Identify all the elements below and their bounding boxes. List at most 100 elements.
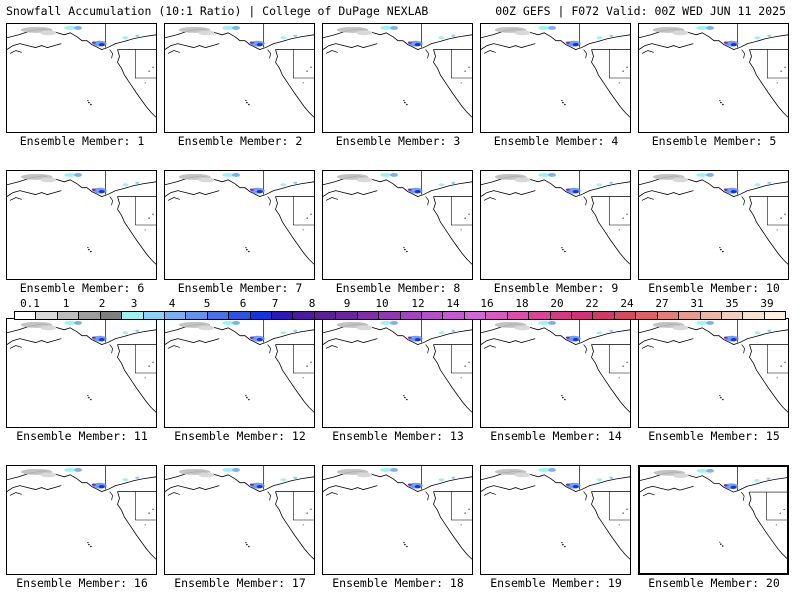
colorbar-swatch	[207, 312, 230, 319]
colorbar-tick-label: 10	[375, 297, 389, 310]
colorbar-tick-label: 27	[655, 297, 669, 310]
snowfall-map	[481, 319, 630, 413]
ensemble-member-label: Ensemble Member: 2	[177, 134, 303, 148]
colorbar-swatch	[336, 312, 358, 319]
snowfall-map	[165, 319, 314, 413]
colorbar-tick-label: 12	[411, 297, 425, 310]
ensemble-map-panel	[164, 23, 315, 133]
ensemble-member-label: Ensemble Member: 15	[648, 429, 780, 443]
colorbar-tick-label: 7	[271, 297, 279, 310]
ensemble-map-panel	[6, 318, 157, 428]
colorbar-swatch	[679, 312, 701, 319]
snowfall-map	[481, 171, 630, 265]
colorbar-swatch	[143, 312, 165, 319]
snowfall-map	[165, 24, 314, 118]
ensemble-member-label: Ensemble Member: 13	[332, 429, 464, 443]
snowfall-map	[639, 24, 788, 118]
snowfall-colorbar	[14, 311, 786, 320]
colorbar-swatch	[272, 312, 294, 319]
colorbar-swatch	[614, 312, 637, 319]
ensemble-member-label: Ensemble Member: 1	[19, 134, 145, 148]
colorbar-swatch	[122, 312, 144, 319]
colorbar-swatch	[36, 312, 58, 319]
colorbar-tick-label: 1	[62, 297, 70, 310]
ensemble-member-label: Ensemble Member: 14	[490, 429, 622, 443]
snowfall-map	[7, 466, 156, 560]
ensemble-map-panel	[638, 465, 789, 575]
snowfall-map	[7, 171, 156, 265]
ensemble-map-panel	[322, 170, 473, 280]
colorbar-swatch	[422, 312, 444, 319]
colorbar-tick-label: 16	[480, 297, 494, 310]
ensemble-map-panel	[164, 170, 315, 280]
colorbar-swatch	[657, 312, 680, 319]
colorbar-swatch	[314, 312, 337, 319]
ensemble-member-label: Ensemble Member: 5	[651, 134, 777, 148]
colorbar-swatch	[486, 312, 508, 319]
colorbar-tick-label: 14	[446, 297, 460, 310]
colorbar-swatch	[186, 312, 208, 319]
run-valid-time: 00Z GEFS | F072 Valid: 00Z WED JUN 11 20…	[495, 4, 786, 18]
colorbar-swatch	[571, 312, 594, 319]
snowfall-map	[639, 319, 788, 413]
ensemble-member-label: Ensemble Member: 9	[493, 281, 619, 295]
ensemble-map-panel	[322, 318, 473, 428]
ensemble-map-panel	[322, 23, 473, 133]
ensemble-map-panel	[480, 318, 631, 428]
colorbar-tick-label: 31	[690, 297, 704, 310]
colorbar-swatch	[593, 312, 615, 319]
ensemble-map-panel	[6, 465, 157, 575]
ensemble-member-label: Ensemble Member: 17	[174, 576, 306, 590]
ensemble-map-panel	[6, 23, 157, 133]
ensemble-member-label: Ensemble Member: 12	[174, 429, 306, 443]
colorbar-tick-label: 0.1	[20, 297, 40, 310]
snowfall-map	[323, 466, 472, 560]
colorbar-swatch	[636, 312, 658, 319]
ensemble-map-panel	[480, 465, 631, 575]
snowfall-map	[323, 319, 472, 413]
ensemble-member-label: Ensemble Member: 11	[16, 429, 148, 443]
colorbar-swatch	[100, 312, 123, 319]
colorbar-swatch	[250, 312, 273, 319]
colorbar-tick-label: 35	[725, 297, 739, 310]
snowfall-map	[165, 171, 314, 265]
ensemble-map-panel	[638, 318, 789, 428]
snowfall-map	[639, 171, 788, 265]
snowfall-map	[481, 466, 630, 560]
colorbar-tick-label: 24	[620, 297, 634, 310]
ensemble-map-panel	[638, 23, 789, 133]
snowfall-map	[7, 319, 156, 413]
colorbar-tick-label: 4	[168, 297, 176, 310]
colorbar-swatch	[379, 312, 401, 319]
snowfall-map	[640, 467, 787, 559]
colorbar-swatch	[357, 312, 380, 319]
ensemble-member-label: Ensemble Member: 6	[19, 281, 145, 295]
snowfall-map	[481, 24, 630, 118]
colorbar-tick-label: 18	[515, 297, 529, 310]
snowfall-map	[323, 171, 472, 265]
ensemble-map-panel	[480, 23, 631, 133]
ensemble-member-label: Ensemble Member: 18	[332, 576, 464, 590]
snowfall-map	[7, 24, 156, 118]
ensemble-map-panel	[638, 170, 789, 280]
ensemble-map-panel	[164, 318, 315, 428]
colorbar-swatch	[229, 312, 251, 319]
colorbar-tick-label: 22	[585, 297, 599, 310]
snowfall-map	[165, 466, 314, 560]
colorbar-swatch	[529, 312, 551, 319]
ensemble-map-panel	[6, 170, 157, 280]
ensemble-member-label: Ensemble Member: 10	[648, 281, 780, 295]
ensemble-map-panel	[164, 465, 315, 575]
ensemble-member-label: Ensemble Member: 4	[493, 134, 619, 148]
chart-title: Snowfall Accumulation (10:1 Ratio) | Col…	[6, 4, 429, 18]
colorbar-swatch	[57, 312, 80, 319]
colorbar-swatch	[79, 312, 101, 319]
colorbar-swatch	[507, 312, 530, 319]
colorbar-swatch	[743, 312, 765, 319]
colorbar-swatch	[443, 312, 465, 319]
colorbar-swatch	[464, 312, 487, 319]
colorbar-swatch	[721, 312, 744, 319]
snowfall-map	[323, 24, 472, 118]
colorbar-tick-label: 39	[760, 297, 774, 310]
ensemble-map-panel	[322, 465, 473, 575]
